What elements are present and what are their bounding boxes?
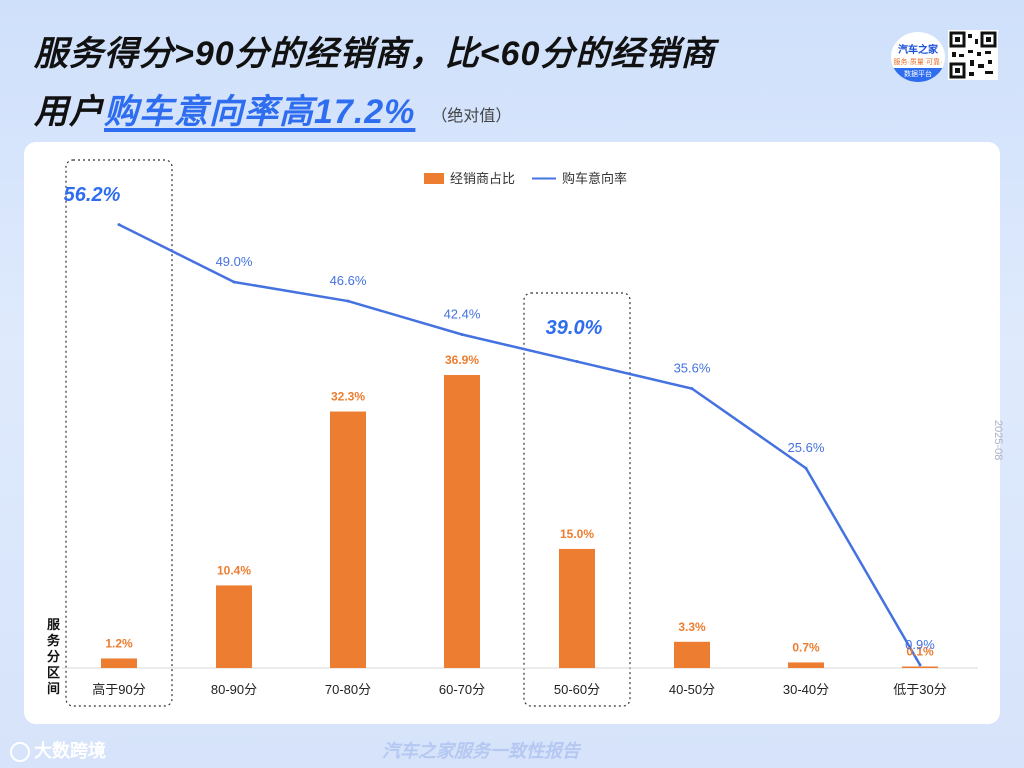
qr-code-icon — [948, 30, 998, 80]
x-tick-70-80: 70-80分 — [325, 682, 371, 697]
bar-label-80-90: 10.4% — [217, 563, 251, 577]
title-note: （绝对值） — [431, 108, 512, 126]
footer-report-name: 汽车之家服务一致性报告 — [382, 741, 580, 761]
bar-label-70-80: 32.3% — [331, 390, 365, 404]
bar-below-30 — [902, 666, 938, 668]
bar-label-below-30: 0.1% — [906, 645, 934, 659]
line-point-30-40 — [804, 466, 808, 470]
x-axis-title: 服务分区间 — [47, 617, 61, 696]
highlight-box-50-60 — [523, 292, 631, 707]
legend-line-label: 购车意向率 — [562, 171, 627, 186]
line-label-40-50: 35.6% — [674, 361, 711, 376]
bar-label-60-70: 36.9% — [445, 353, 479, 367]
x-tick-above-90: 高于90分 — [92, 682, 145, 697]
bar-label-50-60: 15.0% — [560, 527, 594, 541]
line-point-above-90 — [117, 223, 121, 227]
autohome-logo: 汽车之家 服务·质量·可靠·透明 数据平台 — [891, 32, 945, 82]
intent-rate-line — [118, 223, 922, 666]
line-point-70-80 — [346, 299, 350, 303]
bar-60-70 — [444, 375, 480, 668]
footer-brand-text: 大数跨境 — [34, 741, 106, 761]
x-tick-60-70: 60-70分 — [439, 682, 485, 697]
brand-logo-icon — [10, 742, 30, 763]
chart-svg: 经销商占比 购车意向率 1.2% 高于90分 10.4% 80-90分 32.3% 70-8… — [47, 159, 978, 707]
line-point-80-90 — [232, 280, 236, 284]
title-line-1: 服务得分>90分的经销商，比<60分的经销商 — [34, 35, 716, 73]
line-point-60-70 — [460, 332, 464, 336]
line-point-40-50 — [690, 387, 694, 391]
line-label-below-30: 0.9% — [905, 637, 935, 652]
legend-bar-swatch — [424, 173, 444, 184]
x-tick-80-90: 80-90分 — [211, 682, 257, 697]
legend: 经销商占比 购车意向率 — [424, 171, 627, 186]
line-label-70-80: 46.6% — [330, 273, 367, 288]
line-label-30-40: 25.6% — [788, 440, 825, 455]
bar-label-above-90: 1.2% — [105, 636, 133, 650]
line-label-above-90: 56.2% — [64, 184, 121, 206]
line-label-80-90: 49.0% — [216, 254, 253, 269]
x-tick-30-40: 30-40分 — [783, 682, 829, 697]
line-label-50-60: 39.0% — [546, 317, 603, 339]
x-tick-40-50: 40-50分 — [669, 682, 715, 697]
bar-label-30-40: 0.7% — [792, 640, 820, 654]
bar-80-90 — [216, 585, 252, 668]
x-tick-below-30: 低于30分 — [893, 682, 946, 697]
title-line-2: 用户购车意向率高17.2% （绝对值） — [34, 84, 511, 133]
report-date: 2025-08 — [992, 420, 1004, 461]
chart-card: 经销商占比 购车意向率 1.2% 高于90分 10.4% 80-90分 32.3% 70-8… — [24, 142, 1000, 724]
bar-30-40 — [788, 662, 824, 668]
footer-brand: 大数跨境 — [10, 737, 106, 763]
legend-bar-label: 经销商占比 — [450, 171, 515, 186]
title-prefix: 用户 — [34, 93, 104, 131]
bar-above-90 — [101, 658, 137, 668]
line-point-50-60 — [575, 360, 579, 364]
logo-platform: 数据平台 — [891, 68, 945, 82]
bar-40-50 — [674, 641, 710, 668]
logo-name: 汽车之家 — [898, 45, 938, 56]
line-point-below-30 — [918, 663, 922, 667]
line-label-60-70: 42.4% — [444, 306, 481, 321]
highlight-box-above-90 — [65, 159, 173, 707]
title-highlight: 购车意向率高17.2% — [104, 93, 416, 131]
x-tick-50-60: 50-60分 — [554, 682, 600, 697]
bar-70-80 — [330, 411, 366, 668]
bar-50-60 — [559, 548, 595, 668]
bar-label-40-50: 3.3% — [678, 620, 706, 634]
